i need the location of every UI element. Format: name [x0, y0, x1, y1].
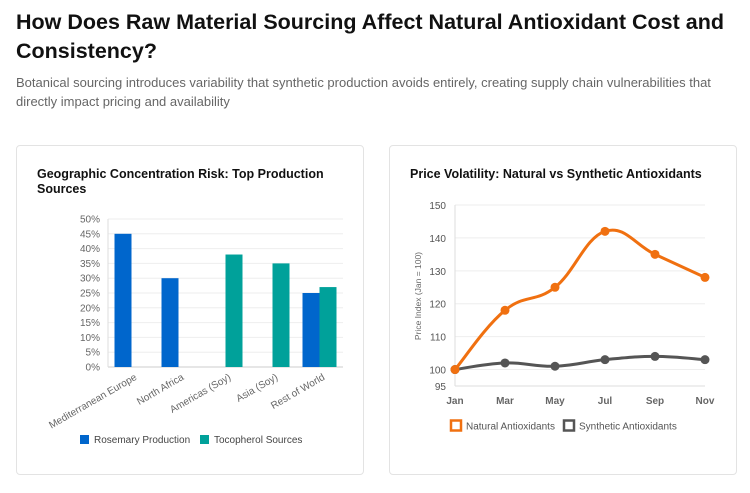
point-natural-antioxidants — [600, 226, 610, 236]
bar-chart-title: Geographic Concentration Risk: Top Produ… — [37, 167, 324, 196]
bar-rosemary-production — [161, 278, 179, 367]
y-axis-label: Price Index (Jan = 100) — [413, 252, 423, 340]
point-natural-antioxidants — [650, 249, 660, 259]
legend-label: Natural Antioxidants — [466, 422, 555, 433]
x-tick-label: Mediterranean Europe — [47, 372, 139, 431]
y-tick-label: 0% — [86, 363, 101, 374]
x-tick-label: Jan — [446, 396, 463, 407]
y-tick-label: 140 — [429, 234, 446, 245]
y-tick-label: 130 — [429, 267, 446, 278]
point-natural-antioxidants — [550, 282, 560, 292]
line-synthetic-antioxidants — [454, 354, 706, 372]
y-tick-label: 50% — [80, 215, 100, 226]
legend-label: Synthetic Antioxidants — [579, 422, 677, 433]
y-tick-label: 110 — [430, 333, 446, 344]
x-tick-label: May — [545, 396, 565, 407]
point-synthetic-antioxidants — [700, 355, 710, 365]
point-natural-antioxidants — [450, 365, 460, 375]
line-chart-title: Price Volatility: Natural vs Synthetic A… — [410, 167, 702, 181]
y-tick-label: 30% — [80, 274, 100, 285]
y-tick-label: 120 — [429, 300, 446, 311]
legend-swatch — [200, 435, 209, 444]
legend-swatch — [449, 419, 463, 432]
legend-swatch — [562, 419, 576, 432]
x-tick-label: Nov — [696, 396, 715, 407]
bar-tocopherol-sources — [225, 254, 243, 367]
x-tick-label: Mar — [496, 396, 514, 407]
line-natural-antioxidants — [453, 228, 706, 371]
y-tick-label: 20% — [80, 303, 100, 314]
bar-rosemary-production — [302, 293, 320, 367]
bar-tocopherol-sources — [272, 263, 290, 367]
bar-tocopherol-sources — [319, 287, 337, 367]
x-tick-label: Sep — [646, 396, 664, 407]
y-tick-label: 10% — [80, 333, 100, 344]
x-tick-label: Jul — [598, 396, 613, 407]
point-synthetic-antioxidants — [650, 351, 660, 361]
y-tick-label: 95 — [435, 382, 447, 393]
legend-swatch — [80, 435, 89, 444]
legend-label: Tocopherol Sources — [214, 435, 302, 446]
point-synthetic-antioxidants — [600, 355, 610, 365]
y-tick-label: 35% — [80, 259, 100, 270]
y-tick-label: 150 — [429, 201, 446, 212]
legend-label: Rosemary Production — [94, 435, 190, 446]
point-synthetic-antioxidants — [550, 361, 560, 371]
point-natural-antioxidants — [700, 272, 710, 282]
point-synthetic-antioxidants — [500, 358, 510, 368]
y-tick-label: 25% — [80, 289, 100, 300]
y-tick-label: 40% — [80, 244, 100, 255]
point-natural-antioxidants — [500, 305, 510, 315]
y-tick-label: 5% — [86, 348, 101, 359]
y-tick-label: 15% — [80, 318, 100, 329]
y-tick-label: 45% — [80, 229, 100, 240]
bar-rosemary-production — [114, 233, 132, 367]
page-subtitle: Botanical sourcing introduces variabilit… — [16, 75, 711, 109]
y-tick-label: 100 — [429, 366, 446, 377]
page-title: How Does Raw Material Sourcing Affect Na… — [16, 10, 724, 63]
